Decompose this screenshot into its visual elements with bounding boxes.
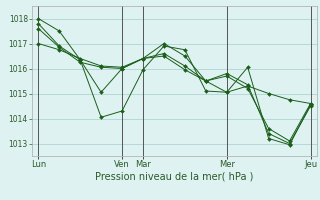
X-axis label: Pression niveau de la mer( hPa ): Pression niveau de la mer( hPa ) (95, 172, 253, 182)
